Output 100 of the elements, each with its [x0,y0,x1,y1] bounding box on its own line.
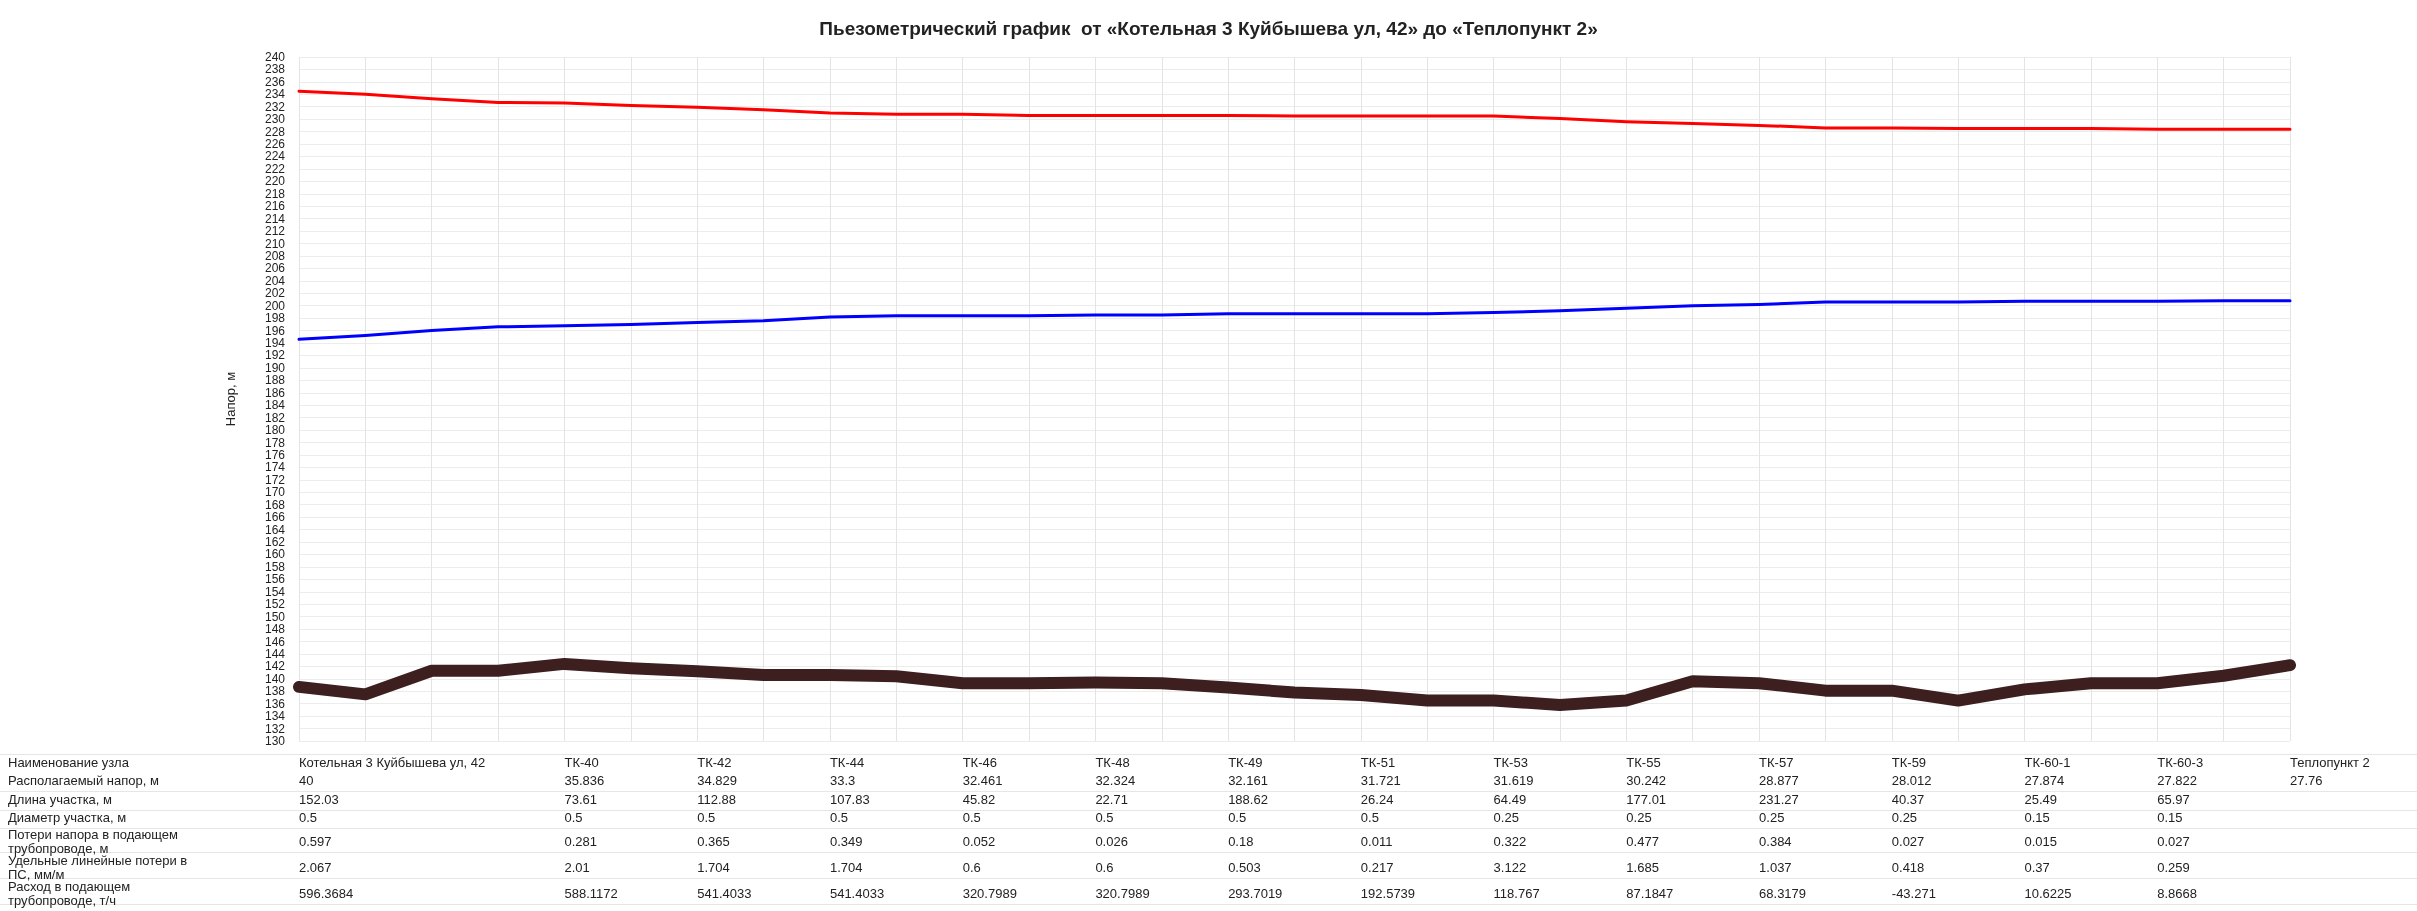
text: Наименование узла [8,755,130,770]
y-tick-label: 192 [264,348,286,363]
data-label: 73.61 [564,792,597,807]
data-label: 0.365 [697,834,730,849]
data-label: 1.685 [1626,860,1659,875]
data-label: 30.242 [1626,773,1667,788]
data-label: 40.37 [1891,792,1925,807]
data-label: 27.76 [2290,773,2323,788]
data-label: 0.052 [962,834,996,849]
data-label: 0.011 [1360,834,1393,849]
y-tick-label: 134 [264,709,286,724]
data-label: 32.324 [1095,773,1136,788]
data-label: 0.015 [2024,834,2058,849]
y-tick-label: 144 [264,646,286,661]
category-label: ТК-57 [1759,755,1794,770]
data-label: 0.259 [2157,860,2190,875]
data-label: 293.7019 [1228,886,1283,901]
category-label: ТК-59 [1891,755,1927,770]
data-label: 0.281 [564,834,597,849]
data-label: 34.829 [697,773,737,788]
category-label: ТК-42 [697,755,732,770]
data-label: 0.026 [1095,834,1128,849]
data-label: 320.7989 [962,886,1017,901]
data-label: 0.37 [2024,860,2050,875]
data-label: 40 [299,773,314,788]
y-tick-label: 146 [264,634,286,649]
data-label: 0.418 [1891,860,1925,875]
data-label: 1.704 [697,860,730,875]
y-tick-label: 182 [264,410,286,425]
data-label: 28.877 [1759,773,1799,788]
y-tick-label: 140 [264,671,286,686]
data-label: 0.25 [1493,810,1519,825]
y-tick-label: 234 [264,87,286,102]
data-label: 0.25 [1759,810,1785,825]
data-label: -43.271 [1891,886,1936,901]
y-tick-label: 216 [264,199,286,214]
data-label: 177.01 [1626,792,1667,807]
data-label: 0.5 [564,810,583,825]
y-tick-label: 136 [264,696,286,711]
y-tick-label: 174 [264,460,286,475]
data-label: 0.027 [1891,834,1925,849]
y-tick-label: 188 [264,373,286,388]
category-label: ТК-44 [829,755,865,770]
y-tick-label: 180 [264,423,286,438]
y-tick-label: 170 [264,485,286,500]
category-label: ТК-49 [1228,755,1263,770]
data-label: 0.503 [1228,860,1261,875]
data-label: 45.82 [962,792,996,807]
y-tick-label: 228 [264,124,286,139]
y-tick-label: 198 [264,311,286,326]
y-tick-label: 138 [264,684,286,699]
y-tick-label: 164 [264,522,286,537]
y-tick-label: 162 [264,535,286,550]
y-tick-label: 176 [264,447,286,462]
data-label: 188.62 [1228,792,1268,807]
line-series [297,89,2292,131]
y-tick-label: 150 [264,609,286,624]
y-tick-label: 186 [264,385,286,400]
y-tick-label: 184 [264,398,286,413]
category-label: ТК-51 [1360,755,1396,770]
data-label: 31.721 [1360,773,1401,788]
data-label: 68.3179 [1759,886,1807,901]
data-label: 152.03 [299,792,339,807]
data-label: 28.012 [1891,773,1932,788]
y-tick-label: 158 [264,559,286,574]
y-tick-label: 236 [264,74,286,89]
y-tick-label: 130 [264,734,286,748]
y-tick-label: 200 [264,298,286,313]
y-tick-label: 210 [264,236,286,251]
data-label: 27.822 [2157,773,2198,788]
data-label: 3.122 [1493,860,1527,875]
data-label: 0.5 [1095,810,1114,825]
category-label: ТК-48 [1095,755,1130,770]
data-label: 33.3 [829,773,856,788]
data-label: 541.4033 [697,886,752,901]
y-tick-label: 204 [264,273,286,288]
data-label: 0.5 [697,810,716,825]
y-tick-label: 142 [264,659,286,674]
data-label: 87.1847 [1626,886,1674,901]
data-label: 0.15 [2024,810,2050,825]
y-tick-label: 152 [264,597,286,612]
data-label: 0.6 [1095,860,1114,875]
y-tick-label: 222 [264,161,286,176]
y-tick-label: 212 [264,224,286,239]
category-label: ТК-53 [1493,755,1528,770]
data-label: 541.4033 [829,886,885,901]
data-label: 0.027 [2157,834,2190,849]
text: Потери напора в подающем трубопроводе, м [8,827,179,856]
data-label: 8.8668 [2157,886,2198,901]
text: Длина участка, м [8,792,113,807]
y-tick-label: 166 [264,510,286,525]
category-label: Котельная 3 Куйбышева ул, 42 [299,755,486,770]
text: Диаметр участка, м [8,810,128,825]
y-tick-label: 156 [264,572,286,587]
y-tick-label: 194 [264,336,286,351]
y-tick-label: 190 [264,360,286,375]
y-tick-label: 168 [264,497,286,512]
y-tick-label: 148 [264,622,286,637]
data-label: 0.5 [1360,810,1379,825]
data-label: 31.619 [1493,773,1534,788]
